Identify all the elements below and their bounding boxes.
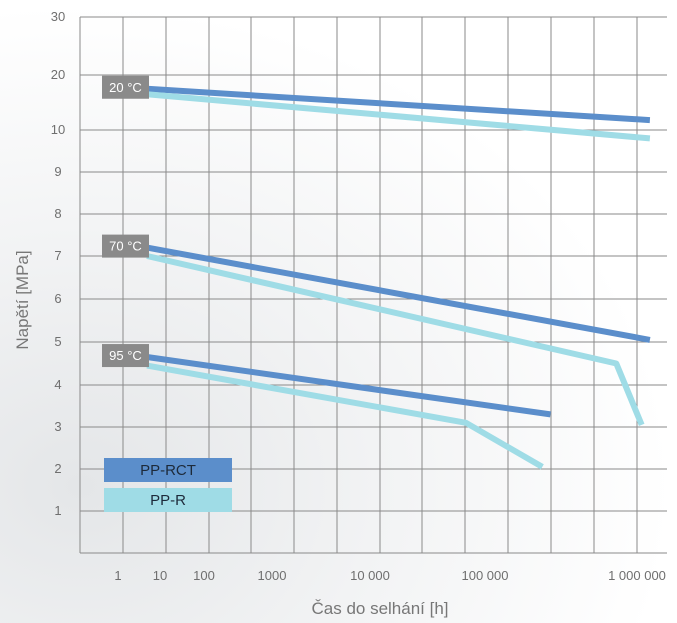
y-tick-label: 7 [54, 248, 61, 263]
legend-item-pp-r: PP-R [104, 488, 232, 512]
x-tick-label: 10 [153, 568, 167, 583]
legend-label: PP-RCT [140, 462, 196, 479]
x-tick-label: 1 000 000 [608, 568, 666, 583]
temperature-label-box [102, 75, 149, 99]
y-tick-label: 30 [51, 9, 65, 24]
series-line-pp-rct-20 [146, 85, 651, 124]
temperature-label-box [102, 234, 149, 258]
y-tick-label: 5 [54, 334, 61, 349]
x-tick-label: 100 000 [462, 568, 509, 583]
temperature-label-text: 20 °C [109, 80, 142, 95]
x-tick-label: 1 [114, 568, 121, 583]
y-tick-labels: 1 2 3 4 5 6 7 8 9 10 20 30 [51, 9, 65, 518]
legend-swatch [104, 458, 232, 482]
temperature-label-text: 95 °C [109, 348, 142, 363]
legend-label: PP-R [150, 492, 186, 509]
x-axis-title: Čas do selhání [h] [311, 599, 448, 618]
y-axis-title: Napětí [MPa] [13, 250, 32, 349]
x-tick-label: 10 000 [350, 568, 390, 583]
temperature-label: 20 °C [102, 75, 149, 99]
series-line-pp-rct-70 [146, 244, 651, 343]
temperature-label-text: 70 °C [109, 239, 142, 254]
series-line-pp-r-70 [146, 253, 645, 427]
series-line-pp-r-20 [146, 91, 651, 142]
series-line-pp-r-95 [146, 362, 544, 470]
y-tick-label: 4 [54, 377, 61, 392]
y-tick-label: 9 [54, 164, 61, 179]
y-tick-label: 1 [54, 503, 61, 518]
y-tick-label: 20 [51, 67, 65, 82]
temperature-labels: 20 °C 70 °C 95 °C [102, 75, 149, 368]
y-tick-label: 3 [54, 419, 61, 434]
series-lines [146, 85, 651, 470]
series-line-pp-rct-95 [146, 354, 551, 418]
y-tick-label: 8 [54, 206, 61, 221]
legend: PP-RCT PP-R [104, 458, 232, 512]
y-tick-label: 10 [51, 122, 65, 137]
x-tick-label: 1000 [258, 568, 287, 583]
y-tick-label: 2 [54, 461, 61, 476]
temperature-label: 70 °C [102, 234, 149, 258]
y-tick-label: 6 [54, 291, 61, 306]
temperature-label-box [102, 344, 149, 368]
temperature-label: 95 °C [102, 344, 149, 368]
legend-item-pp-rct: PP-RCT [104, 458, 232, 482]
legend-swatch [104, 488, 232, 512]
x-tick-labels: 1 10 100 1000 10 000 100 000 1 000 000 [114, 568, 666, 583]
x-tick-label: 100 [193, 568, 215, 583]
